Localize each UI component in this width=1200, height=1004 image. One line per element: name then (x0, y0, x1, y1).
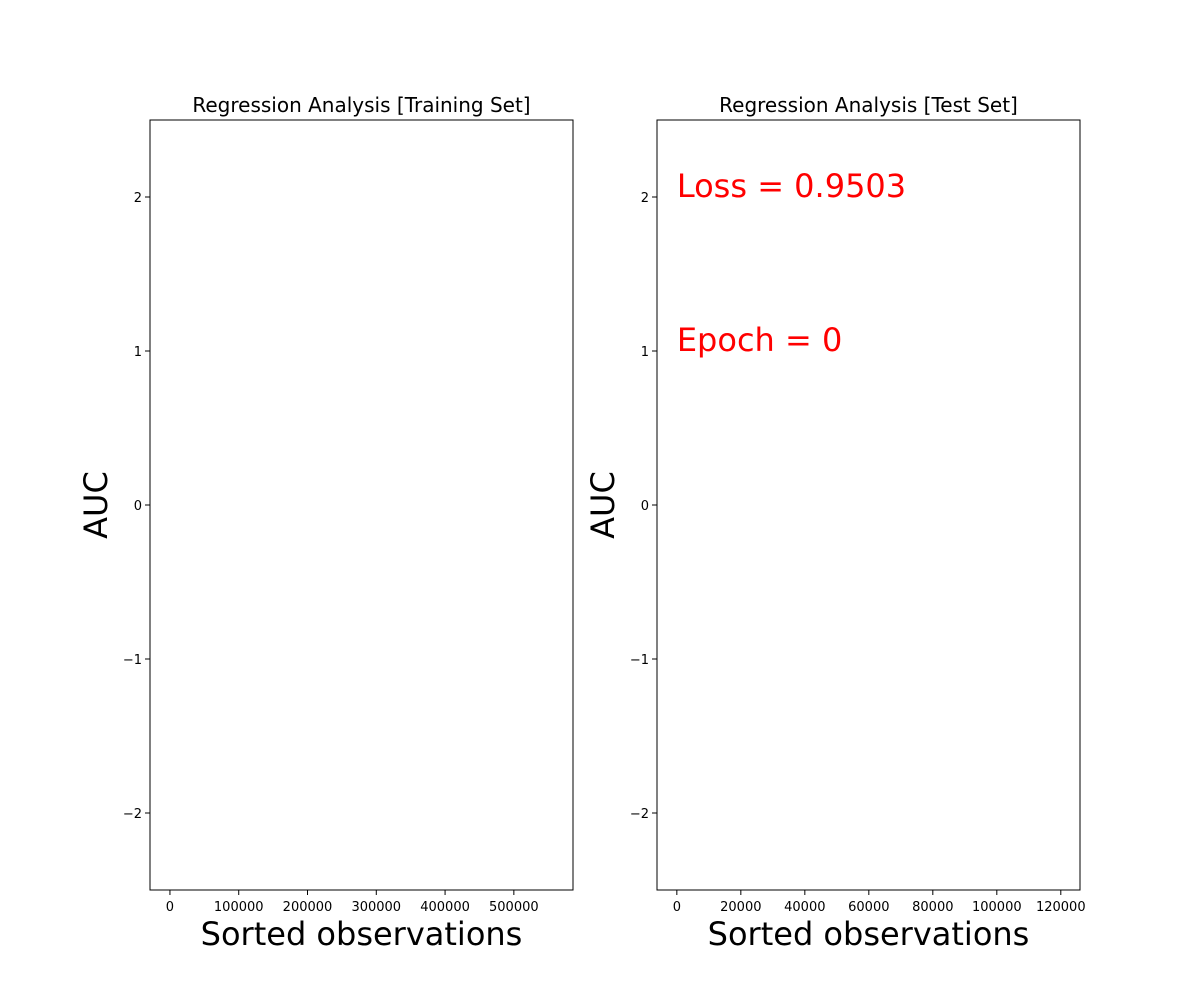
x-tick-label: 0 (166, 900, 174, 915)
subplot-title-training: Regression Analysis [Training Set] (192, 93, 530, 117)
y-ticks-test: 2 1 0 −1 −2 (630, 191, 657, 822)
y-axis-label-test: AUC (584, 471, 622, 539)
x-tick-label: 60000 (848, 900, 889, 915)
y-tick-label: −2 (123, 807, 142, 822)
annotations-test: Loss = 0.9503 Epoch = 0 (677, 167, 906, 359)
y-tick-label: −1 (123, 653, 142, 668)
subplot-test: Regression Analysis [Test Set] 0 20000 400… (584, 93, 1086, 953)
x-ticks-test: 0 20000 40000 60000 80000 100000 120000 (673, 890, 1086, 915)
x-tick-label: 100000 (972, 900, 1022, 915)
y-tick-label: −1 (630, 653, 649, 668)
x-tick-label: 80000 (912, 900, 953, 915)
x-tick-label: 300000 (351, 900, 401, 915)
x-tick-label: 40000 (784, 900, 825, 915)
y-axis-label-training: AUC (77, 471, 115, 539)
x-tick-label: 20000 (720, 900, 761, 915)
y-tick-label: 0 (641, 499, 649, 514)
y-tick-label: 0 (134, 499, 142, 514)
x-tick-label: 120000 (1036, 900, 1086, 915)
x-tick-label: 100000 (214, 900, 264, 915)
annotation-text: Epoch = 0 (677, 321, 843, 359)
y-tick-label: 2 (641, 191, 649, 206)
subplot-title-test: Regression Analysis [Test Set] (719, 93, 1018, 117)
y-tick-label: 2 (134, 191, 142, 206)
x-tick-label: 200000 (283, 900, 333, 915)
x-axis-label-test: Sorted observations (708, 915, 1030, 953)
y-tick-label: 1 (134, 345, 142, 360)
x-tick-label: 0 (673, 900, 681, 915)
x-axis-label-training: Sorted observations (201, 915, 523, 953)
annotation-text: Loss = 0.9503 (677, 167, 906, 205)
subplot-training: Regression Analysis [Training Set] 0 1000… (77, 93, 574, 953)
x-tick-label: 500000 (489, 900, 539, 915)
x-ticks-training: 0 100000 200000 300000 400000 500000 (166, 890, 539, 915)
y-tick-label: 1 (641, 345, 649, 360)
x-tick-label: 400000 (420, 900, 470, 915)
y-ticks-training: 2 1 0 −1 −2 (123, 191, 150, 822)
y-tick-label: −2 (630, 807, 649, 822)
